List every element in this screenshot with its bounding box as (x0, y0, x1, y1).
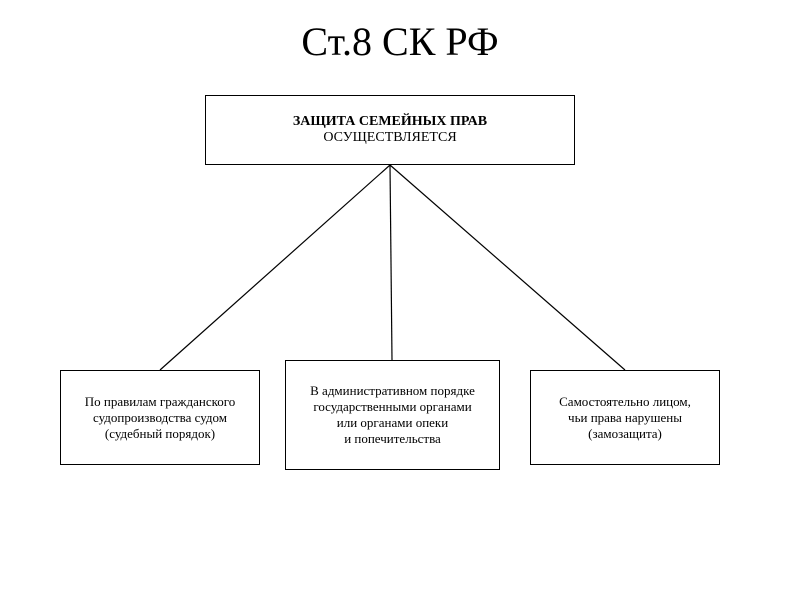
edge-right (390, 165, 625, 370)
child-2-line-2: (замозащита) (588, 426, 662, 442)
root-box: ЗАЩИТА СЕМЕЙНЫХ ПРАВ ОСУЩЕСТВЛЯЕТСЯ (205, 95, 575, 165)
edge-center (390, 165, 392, 360)
child-0-line-2: (судебный порядок) (105, 426, 215, 442)
child-box-right: Самостоятельно лицом, чьи права нарушены… (530, 370, 720, 465)
page-title: Ст.8 СК РФ (0, 18, 800, 65)
root-box-line1: ЗАЩИТА СЕМЕЙНЫХ ПРАВ (293, 114, 487, 130)
child-1-line-0: В административном порядке (310, 383, 475, 399)
child-1-line-1: государственными органами (313, 399, 471, 415)
root-box-line2: ОСУЩЕСТВЛЯЕТСЯ (323, 130, 456, 146)
child-2-line-1: чьи права нарушены (568, 410, 682, 426)
child-1-line-3: и попечительства (344, 431, 441, 447)
connector-lines (0, 0, 800, 600)
diagram-canvas: Ст.8 СК РФ ЗАЩИТА СЕМЕЙНЫХ ПРАВ ОСУЩЕСТВ… (0, 0, 800, 600)
child-1-line-2: или органами опеки (337, 415, 448, 431)
child-0-line-1: судопроизводства судом (93, 410, 227, 426)
edge-left (160, 165, 390, 370)
child-2-line-0: Самостоятельно лицом, (559, 394, 691, 410)
child-box-left: По правилам гражданского судопроизводств… (60, 370, 260, 465)
child-0-line-0: По правилам гражданского (85, 394, 236, 410)
child-box-center: В административном порядке государственн… (285, 360, 500, 470)
